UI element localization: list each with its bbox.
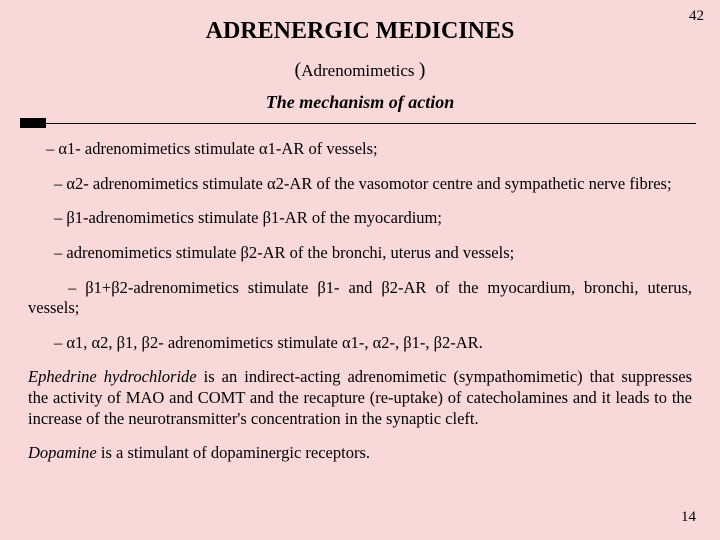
divider-line — [24, 123, 696, 124]
bullet-6: – α1, α2, β1, β2- adrenomimetics stimula… — [28, 333, 692, 354]
bullet-4: – adrenomimetics stimulate β2-AR of the … — [28, 243, 692, 264]
bullet-5: – β1+β2-adrenomimetics stimulate β1- and… — [28, 278, 692, 319]
divider-marker — [20, 118, 46, 128]
ephedrine-lead: Ephedrine hydrochloride — [28, 367, 197, 386]
paren-close: ) — [419, 59, 426, 81]
page-number-top: 42 — [689, 8, 704, 25]
ephedrine-para: Ephedrine hydrochloride is an indirect-a… — [28, 367, 692, 429]
bullet-1: – α1- adrenomimetics stimulate α1-AR of … — [28, 139, 692, 160]
subtitle: (Adrenomimetics ) — [0, 59, 720, 82]
dopamine-lead: Dopamine — [28, 443, 97, 462]
dopamine-rest: is a stimulant of dopaminergic receptors… — [97, 443, 370, 462]
bullet-2: – α2- adrenomimetics stimulate α2-AR of … — [28, 174, 692, 195]
dopamine-para: Dopamine is a stimulant of dopaminergic … — [28, 443, 692, 464]
divider — [24, 119, 696, 129]
mechanism-heading: The mechanism of action — [0, 92, 720, 113]
page-number-bottom: 14 — [681, 509, 696, 526]
content-area: – α1- adrenomimetics stimulate α1-AR of … — [0, 129, 720, 464]
subtitle-text: Adrenomimetics — [301, 61, 419, 80]
bullet-3: – β1-adrenomimetics stimulate β1-AR of t… — [28, 208, 692, 229]
page-title: ADRENERGIC MEDICINES — [0, 0, 720, 45]
